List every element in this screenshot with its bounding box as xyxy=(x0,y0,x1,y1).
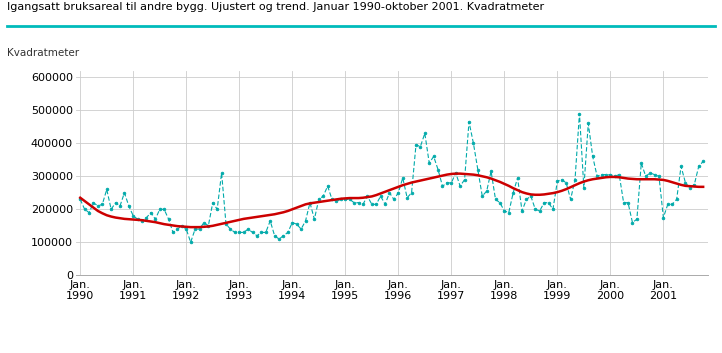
Text: Kvadratmeter: Kvadratmeter xyxy=(7,48,79,58)
Text: Igangsatt bruksareal til andre bygg. Ujustert og trend. Januar 1990-oktober 2001: Igangsatt bruksareal til andre bygg. Uju… xyxy=(7,2,544,12)
